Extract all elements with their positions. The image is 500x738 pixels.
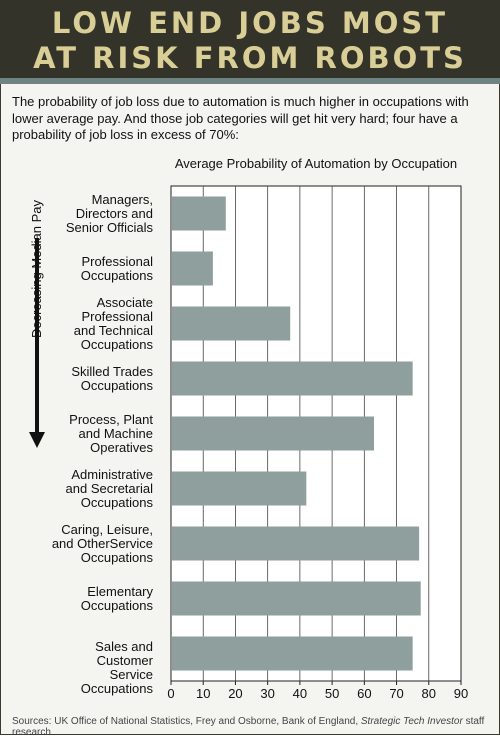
category-label-line: Sales and Customer: [95, 638, 153, 668]
category-label-line: and Technical: [73, 322, 153, 338]
category-label-line: Occupations: [80, 597, 153, 613]
category-label-line: Directors and: [75, 205, 153, 221]
category-label-line: Caring, Leisure,: [61, 521, 153, 537]
category-label-line: Occupations: [80, 267, 153, 283]
category-label-line: Operatives: [90, 439, 153, 455]
x-tick-label: 40: [293, 686, 307, 701]
category-label-line: and Machine: [78, 425, 153, 441]
category-label-line: Administrative: [71, 466, 153, 482]
category-label: Sales and Customer Service Occupations: [40, 638, 153, 696]
category-label-line: Occupations: [80, 494, 153, 510]
bar: [172, 416, 374, 451]
x-tick-label: 90: [454, 686, 468, 701]
x-tick-label: 80: [422, 686, 436, 701]
x-tick-label: 70: [389, 686, 403, 701]
bar: [172, 471, 307, 506]
bar: [172, 306, 291, 341]
category-label-line: Professional: [81, 308, 153, 324]
category-label-line: and Secretarial: [65, 480, 153, 496]
category-label-line: Occupations: [80, 549, 153, 565]
chart-title: Average Probability of Automation by Occ…: [174, 156, 458, 171]
intro-text: The probability of job loss due to autom…: [12, 94, 469, 142]
title-line-1: LOW END JOBS MOST: [51, 6, 449, 40]
x-tick-label: 50: [325, 686, 339, 701]
title-banner: LOW END JOBS MOST AT RISK FROM ROBOTS: [0, 0, 500, 78]
sources-publication: Strategic Tech Investor: [360, 716, 463, 727]
category-label-line: Senior Officials: [65, 219, 153, 235]
bar: [172, 526, 420, 561]
x-tick-label: 60: [357, 686, 371, 701]
down-arrow-icon: [29, 432, 45, 448]
sources-prefix: Sources: UK Office of National Statistic…: [12, 716, 361, 727]
x-tick-label: 20: [228, 686, 242, 701]
category-label: Elementary Occupations: [40, 583, 153, 613]
x-tick-label: 30: [260, 686, 274, 701]
category-label-line: Occupations: [80, 377, 153, 393]
title-divider: [0, 78, 500, 84]
category-label-line: Elementary: [87, 583, 153, 599]
category-label-line: Associate: [96, 294, 153, 310]
sources-suffix: staff research: [12, 716, 485, 738]
category-label: Process, Plant and Machine Operatives: [40, 411, 153, 455]
x-tick-label: 0: [167, 686, 174, 701]
bar: [172, 636, 413, 671]
bar: [172, 581, 421, 616]
category-label: Managers, Directors and Senior Officials: [40, 191, 153, 235]
category-label: Administrative and Secretarial Occupations: [40, 466, 153, 510]
sources-note: Sources: UK Office of National Statistic…: [12, 716, 500, 738]
category-label-line: Process, Plant: [69, 411, 153, 427]
category-label: Skilled Trades Occupations: [40, 363, 153, 393]
category-label-line: and OtherService: [51, 535, 153, 551]
category-label-line: Professional: [81, 253, 153, 269]
down-arrow-shaft: [35, 238, 39, 435]
category-label-line: Managers,: [91, 191, 153, 207]
category-label: Professional Occupations: [40, 253, 153, 283]
bar: [172, 361, 413, 396]
category-label-line: Occupations: [80, 336, 153, 352]
bar: [172, 251, 213, 286]
title-line-2: AT RISK FROM ROBOTS: [33, 41, 467, 75]
category-label: Caring, Leisure, and OtherService Occupati…: [40, 521, 153, 565]
bar: [172, 196, 226, 231]
category-label-line: Skilled Trades: [71, 363, 153, 379]
x-tick-label: 10: [196, 686, 210, 701]
category-label-line: Service Occupations: [80, 666, 153, 696]
category-label: Associate Professional and Technical Occupa…: [40, 294, 153, 352]
